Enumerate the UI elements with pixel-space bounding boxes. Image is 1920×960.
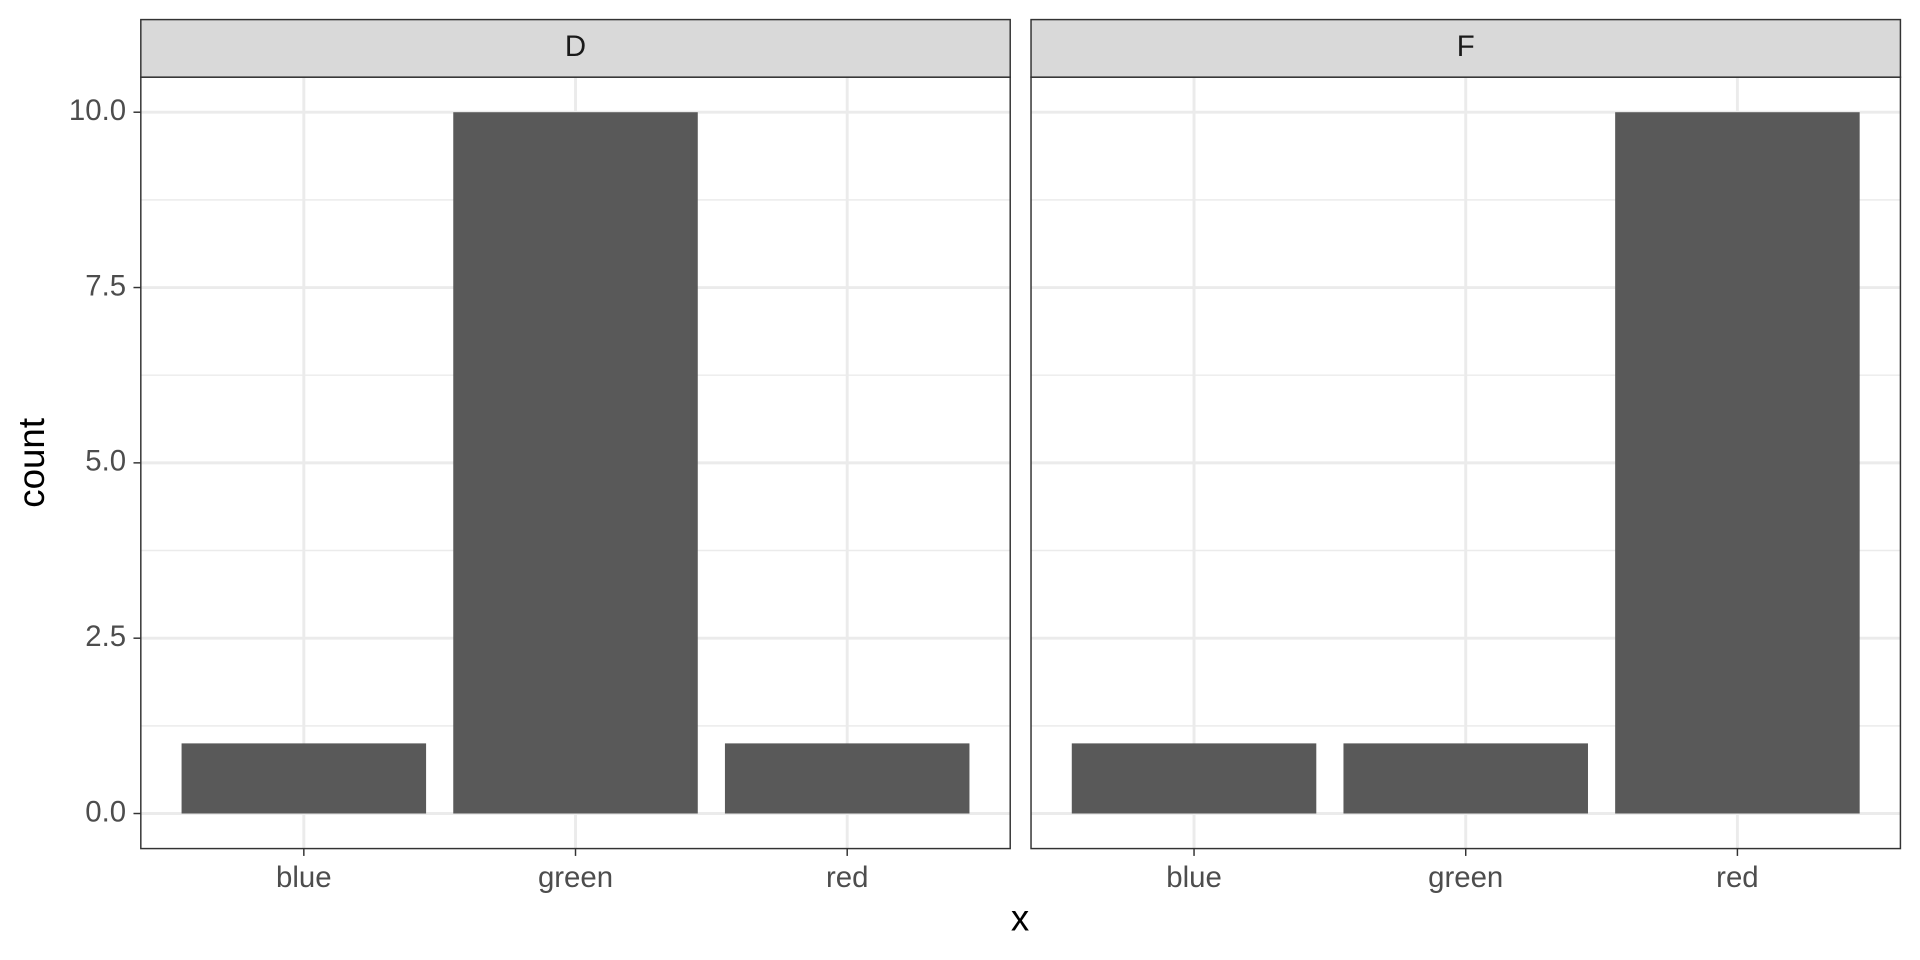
- bar: [181, 743, 427, 814]
- y-tick-label: 7.5: [85, 269, 126, 302]
- bar: [453, 112, 698, 814]
- x-axis-title: x: [1011, 898, 1029, 939]
- y-tick-label: 10.0: [69, 94, 126, 127]
- strip: [1030, 18, 1902, 78]
- y-axis-title: count: [11, 418, 52, 508]
- bar: [1343, 743, 1588, 814]
- strip-label: D: [565, 30, 586, 63]
- x-tick-label: red: [1716, 861, 1758, 894]
- x-tick-label: red: [826, 861, 868, 894]
- bar: [1071, 743, 1317, 814]
- x-tick-label: green: [1428, 861, 1503, 894]
- strip: [140, 18, 1011, 78]
- bar: [724, 743, 970, 814]
- x-tick-label: green: [538, 861, 613, 894]
- bar: [1615, 112, 1860, 814]
- y-tick-label: 5.0: [85, 445, 126, 478]
- y-tick-label: 2.5: [85, 620, 126, 653]
- y-tick-label: 0.0: [85, 795, 126, 828]
- x-tick-label: blue: [276, 861, 332, 894]
- x-tick-label: blue: [1166, 861, 1222, 894]
- strip-label: F: [1457, 30, 1475, 63]
- plot-area: x count blue green red D 0.0 2.5 5.0 7.5 10.0 blu…: [11, 18, 1902, 939]
